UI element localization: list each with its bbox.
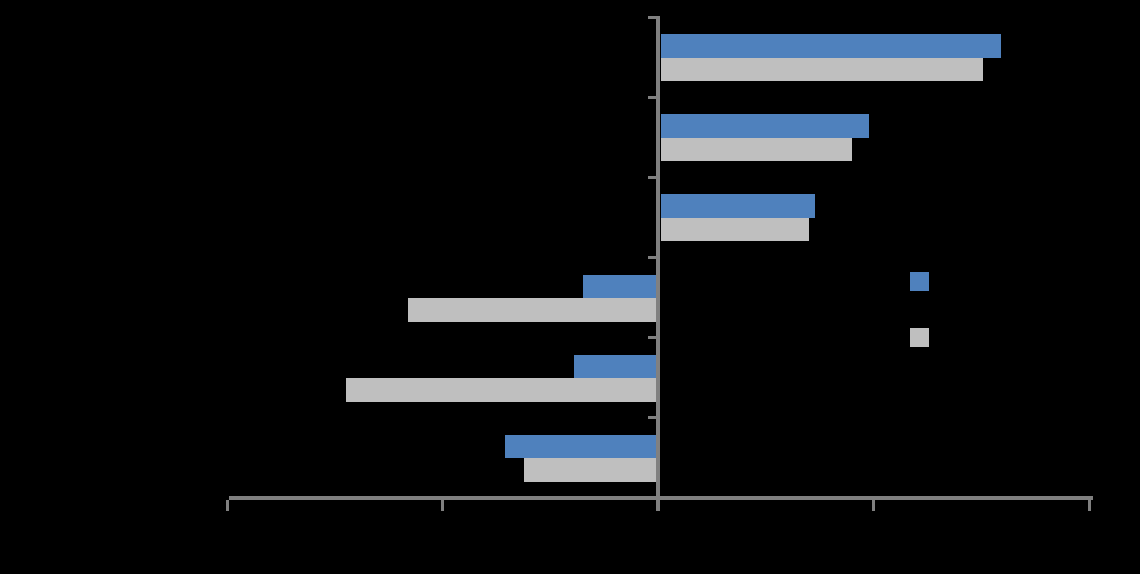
x-axis-tick-1 bbox=[872, 500, 875, 511]
bar-gray-category-6 bbox=[524, 458, 656, 482]
bar-gray-category-3 bbox=[661, 217, 809, 242]
y-axis-category-tick-6 bbox=[648, 416, 656, 420]
y-axis-category-tick-3 bbox=[648, 175, 656, 179]
y-axis-category-tick-5 bbox=[648, 336, 656, 340]
bar-blue-category-3 bbox=[661, 194, 816, 218]
x-axis-tick--2 bbox=[225, 500, 229, 511]
x-axis-tick--1 bbox=[441, 500, 444, 511]
x-axis-tick-2 bbox=[1087, 500, 1091, 511]
bar-blue-category-6 bbox=[504, 434, 656, 459]
bar-gray-category-2 bbox=[661, 137, 852, 162]
y-axis-category-tick-4 bbox=[648, 256, 656, 259]
bar-blue-category-4 bbox=[582, 274, 656, 298]
legend-swatch-gray-series bbox=[910, 328, 929, 347]
bar-blue-category-1 bbox=[661, 34, 1001, 58]
y-axis-line bbox=[656, 16, 660, 500]
bar-gray-category-4 bbox=[408, 298, 656, 322]
legend-swatch-blue-series bbox=[910, 272, 929, 291]
y-axis-category-tick-1 bbox=[648, 16, 656, 19]
bar-blue-category-2 bbox=[661, 114, 870, 138]
x-axis-tick-0 bbox=[656, 500, 660, 511]
bar-blue-category-5 bbox=[573, 354, 656, 379]
bar-gray-category-5 bbox=[345, 378, 656, 402]
bar-gray-category-1 bbox=[661, 57, 984, 81]
x-axis-line bbox=[229, 496, 1093, 500]
y-axis-category-tick-2 bbox=[648, 95, 656, 99]
